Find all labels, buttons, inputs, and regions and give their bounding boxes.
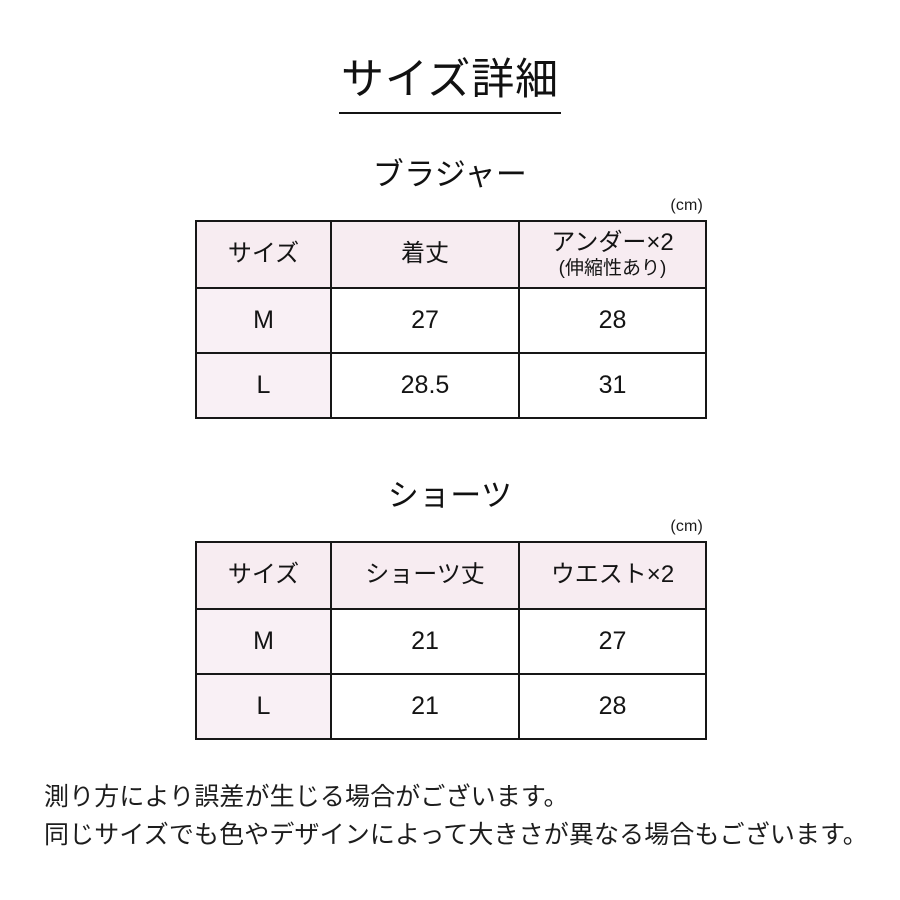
cell-size: L [195, 673, 332, 741]
column-header-underbust: アンダー×2 (伸縮性あり) [518, 220, 707, 290]
cell-underbust: 28 [518, 287, 707, 355]
column-header-underbust-label: アンダー×2 [551, 228, 674, 256]
note-line-variation: 同じサイズでも色やデザインによって大きさが異なる場合もございます。 [44, 821, 868, 849]
size-table-shorts: サイズ ショーツ丈 ウエスト×2 M 21 27 L [195, 541, 707, 741]
size-table-bra: サイズ 着丈 アンダー×2 (伸縮性あり) M 27 28 [195, 220, 707, 420]
section-title-bra: ブラジャー [372, 157, 528, 192]
column-header-size: サイズ [195, 541, 332, 611]
table-body-shorts: M 21 27 L 21 28 [195, 608, 707, 741]
table-header-row: サイズ 着丈 アンダー×2 (伸縮性あり) [195, 220, 707, 290]
cell-shorts-length: 21 [330, 608, 520, 676]
cell-length: 27 [330, 287, 520, 355]
column-header-length: 着丈 [330, 220, 520, 290]
notes-block: 測り方により誤差が生じる場合がございます。 同じサイズでも色やデザインによって大… [44, 778, 874, 854]
cell-size: M [195, 287, 332, 355]
cell-size: L [195, 352, 332, 420]
unit-label-shorts: (cm) [670, 518, 703, 536]
table-row: M 21 27 [195, 608, 707, 676]
cell-waist: 27 [518, 608, 707, 676]
cell-shorts-length: 21 [330, 673, 520, 741]
table-header-row: サイズ ショーツ丈 ウエスト×2 [195, 541, 707, 611]
cell-waist: 28 [518, 673, 707, 741]
section-bra: ブラジャー (cm) サイズ 着丈 アンダー×2 (伸縮性あり) [195, 156, 707, 420]
column-header-length-label: 着丈 [401, 240, 449, 268]
column-header-waist-label: ウエスト×2 [550, 561, 675, 589]
column-header-size-label: サイズ [227, 240, 300, 268]
table-row: L 28.5 31 [195, 352, 707, 420]
column-header-waist: ウエスト×2 [518, 541, 707, 611]
unit-label-bra: (cm) [670, 197, 703, 215]
column-header-shorts-length-label: ショーツ丈 [365, 561, 485, 589]
section-shorts: ショーツ (cm) サイズ ショーツ丈 ウエスト×2 [195, 477, 707, 741]
table-header-bra: サイズ 着丈 アンダー×2 (伸縮性あり) [195, 220, 707, 290]
page-title-container: サイズ詳細 [0, 26, 900, 142]
table-row: L 21 28 [195, 673, 707, 741]
page-title: サイズ詳細 [338, 55, 561, 114]
cell-length: 28.5 [330, 352, 520, 420]
note-line-measurement: 測り方により誤差が生じる場合がございます。 [44, 783, 569, 811]
column-header-shorts-length: ショーツ丈 [330, 541, 520, 611]
table-header-shorts: サイズ ショーツ丈 ウエスト×2 [195, 541, 707, 611]
section-title-shorts: ショーツ [387, 478, 513, 513]
column-header-underbust-sublabel: (伸縮性あり) [558, 257, 667, 279]
table-row: M 27 28 [195, 287, 707, 355]
cell-size: M [195, 608, 332, 676]
table-body-bra: M 27 28 L 28.5 31 [195, 287, 707, 420]
column-header-size: サイズ [195, 220, 332, 290]
cell-underbust: 31 [518, 352, 707, 420]
column-header-size-label: サイズ [227, 561, 300, 589]
